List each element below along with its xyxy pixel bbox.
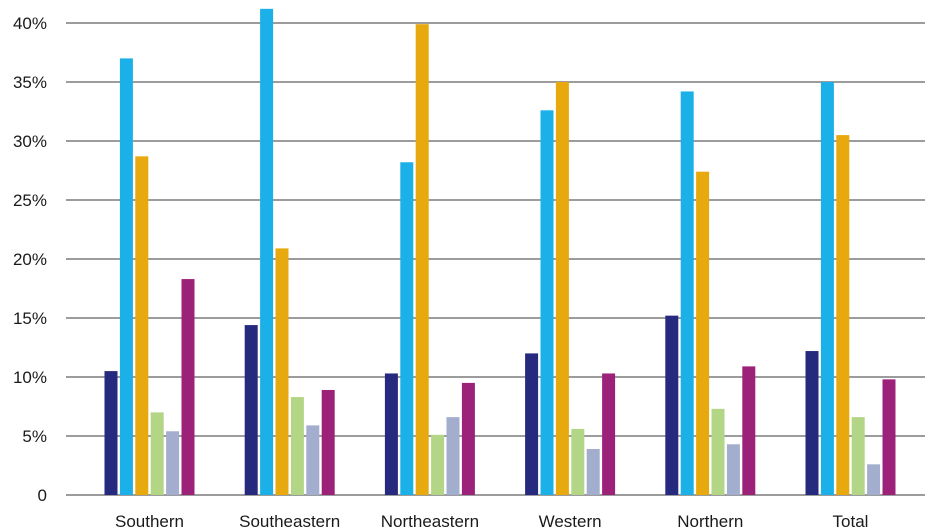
y-tick-label: 15% (13, 309, 47, 328)
bar (275, 248, 289, 495)
x-category-label: Total (833, 512, 869, 531)
bar (665, 315, 679, 495)
bar (602, 373, 616, 495)
bar (461, 382, 475, 495)
bar (321, 389, 335, 495)
bar (711, 408, 725, 495)
bar (851, 417, 865, 495)
x-category-label: Western (539, 512, 602, 531)
bar (119, 58, 133, 496)
bar (540, 110, 554, 495)
bar (805, 351, 819, 495)
bar-group (384, 24, 475, 496)
y-tick-label: 30% (13, 132, 47, 151)
bar (104, 371, 118, 495)
bar (680, 91, 694, 495)
bar (306, 425, 320, 495)
bar (867, 464, 881, 495)
y-tick-label: 20% (13, 250, 47, 269)
bars (104, 8, 896, 496)
bar-group (244, 8, 335, 496)
grid-lines (66, 22, 925, 496)
y-tick-label: 5% (22, 427, 47, 446)
y-tick-label: 35% (13, 73, 47, 92)
bar (882, 379, 896, 495)
x-axis-category-labels: Southern Southeastern Northeastern Western N… (115, 512, 868, 531)
bar (446, 417, 460, 495)
y-tick-label: 0 (38, 486, 47, 505)
bar (181, 279, 195, 495)
bar (820, 82, 834, 495)
bar (150, 412, 164, 495)
y-tick-label: 40% (13, 14, 47, 33)
x-category-label: Southern (115, 512, 184, 531)
bar (525, 353, 539, 495)
x-category-label: Southeastern (239, 512, 340, 531)
bar (290, 397, 304, 495)
bar (384, 373, 398, 495)
bar (415, 24, 429, 496)
bar (836, 135, 850, 495)
x-category-label: Northeastern (381, 512, 479, 531)
bar (742, 366, 756, 495)
bar-group (805, 82, 896, 495)
bar (135, 156, 149, 495)
bar-group (525, 82, 616, 495)
bar-group (104, 58, 195, 496)
bar (571, 428, 585, 495)
y-tick-label: 10% (13, 368, 47, 387)
bar (696, 171, 710, 495)
bar (586, 448, 600, 495)
bar-group (665, 91, 756, 495)
bar (244, 325, 258, 495)
bar (260, 8, 274, 496)
y-axis-tick-labels: 0 5% 10% 15% 20% 25% 30% 35% 40% (13, 14, 47, 505)
x-category-label: Northern (677, 512, 743, 531)
bar (555, 82, 569, 495)
bar (166, 431, 180, 495)
bar (431, 434, 445, 495)
y-tick-label: 25% (13, 191, 47, 210)
bar (726, 444, 740, 495)
bar (400, 162, 414, 496)
